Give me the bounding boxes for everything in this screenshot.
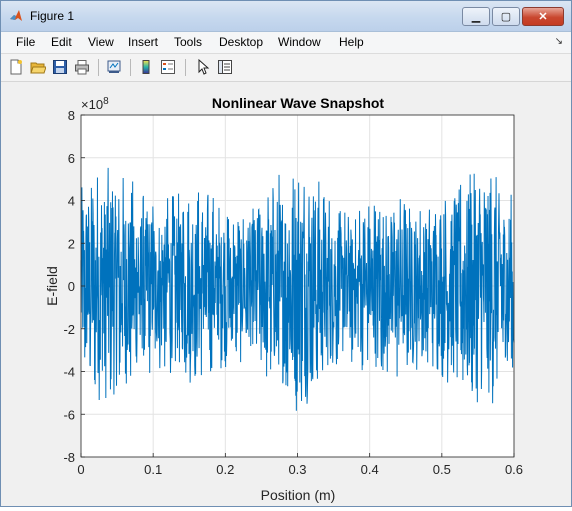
save-icon bbox=[53, 60, 67, 74]
minimize-button[interactable]: ▁ bbox=[462, 7, 490, 26]
y-tick-label: 0 bbox=[68, 279, 75, 294]
new-figure-icon bbox=[10, 59, 22, 75]
y-tick-label: -4 bbox=[63, 365, 75, 380]
open-file-button[interactable] bbox=[29, 58, 47, 76]
y-tick-label: -8 bbox=[63, 450, 75, 465]
menu-insert[interactable]: Insert bbox=[128, 35, 159, 49]
menu-window[interactable]: Window bbox=[278, 35, 321, 49]
pointer-icon bbox=[198, 59, 210, 75]
property-editor-button[interactable] bbox=[216, 58, 234, 76]
dock-arrow-icon[interactable]: ↘ bbox=[554, 36, 563, 47]
maximize-icon: ▢ bbox=[500, 11, 512, 23]
maximize-button[interactable]: ▢ bbox=[492, 7, 520, 26]
x-tick-label: 0.4 bbox=[361, 462, 379, 477]
legend-button[interactable] bbox=[159, 58, 177, 76]
colorbar-button[interactable] bbox=[137, 58, 155, 76]
y-exponent-power: 8 bbox=[103, 96, 109, 107]
y-tick-label: -2 bbox=[63, 322, 75, 337]
link-plot-button[interactable] bbox=[105, 58, 123, 76]
y-tick-label: -6 bbox=[63, 407, 75, 422]
figure-canvas[interactable]: 0 0.1 0.2 0.3 0.4 0.5 0.6 -8 -6 -4 -2 0 2 4 6 8 Nonline… bbox=[1, 82, 571, 506]
x-tick-label: 0.5 bbox=[433, 462, 451, 477]
y-exponent-label: ×108 bbox=[81, 96, 109, 112]
print-icon bbox=[75, 60, 89, 75]
y-tick-label: 4 bbox=[68, 194, 75, 209]
menu-help[interactable]: Help bbox=[339, 35, 364, 49]
colorbar-icon bbox=[142, 60, 150, 74]
print-button[interactable] bbox=[73, 58, 91, 76]
title-bar[interactable]: Figure 1 ▁ ▢ ✕ bbox=[1, 1, 571, 32]
ticks: 0 0.1 0.2 0.3 0.4 0.5 0.6 -8 -6 -4 -2 0 2 4 6 8 bbox=[63, 108, 523, 477]
window-title: Figure 1 bbox=[30, 9, 75, 23]
y-exponent-base: ×10 bbox=[81, 97, 103, 112]
toolbar-separator bbox=[98, 59, 99, 76]
y-axis-label: E-field bbox=[44, 266, 60, 306]
menu-view[interactable]: View bbox=[88, 35, 114, 49]
toolbar-separator bbox=[130, 59, 131, 76]
x-tick-label: 0.6 bbox=[505, 462, 523, 477]
close-icon: ✕ bbox=[538, 11, 548, 23]
x-axis-label: Position (m) bbox=[261, 487, 336, 503]
save-button[interactable] bbox=[51, 58, 69, 76]
x-tick-label: 0.3 bbox=[288, 462, 306, 477]
link-plot-icon bbox=[107, 60, 121, 73]
property-editor-icon bbox=[218, 60, 232, 74]
toolbar-separator bbox=[185, 59, 186, 76]
menu-edit[interactable]: Edit bbox=[51, 35, 72, 49]
y-tick-label: 2 bbox=[68, 236, 75, 251]
matlab-logo-icon bbox=[10, 10, 22, 21]
x-tick-label: 0 bbox=[77, 462, 84, 477]
minimize-icon: ▁ bbox=[471, 11, 481, 23]
open-file-icon bbox=[30, 62, 46, 74]
menu-bar: File Edit View Insert Tools Desktop Wind… bbox=[1, 32, 571, 54]
close-button[interactable]: ✕ bbox=[522, 7, 564, 26]
new-figure-button[interactable] bbox=[7, 58, 25, 76]
edit-plot-button[interactable] bbox=[194, 58, 212, 76]
y-tick-label: 8 bbox=[68, 108, 75, 123]
wave-series-line bbox=[80, 167, 515, 411]
figure-toolbar bbox=[1, 54, 571, 82]
x-tick-label: 0.1 bbox=[144, 462, 162, 477]
y-tick-label: 6 bbox=[68, 151, 75, 166]
menu-desktop[interactable]: Desktop bbox=[219, 35, 264, 49]
menu-file[interactable]: File bbox=[16, 35, 36, 49]
chart-title: Nonlinear Wave Snapshot bbox=[212, 95, 385, 111]
plot-svg[interactable]: 0 0.1 0.2 0.3 0.4 0.5 0.6 -8 -6 -4 -2 0 2 4 6 8 Nonline… bbox=[1, 82, 571, 506]
legend-icon bbox=[161, 60, 175, 74]
x-tick-label: 0.2 bbox=[216, 462, 234, 477]
menu-tools[interactable]: Tools bbox=[174, 35, 203, 49]
